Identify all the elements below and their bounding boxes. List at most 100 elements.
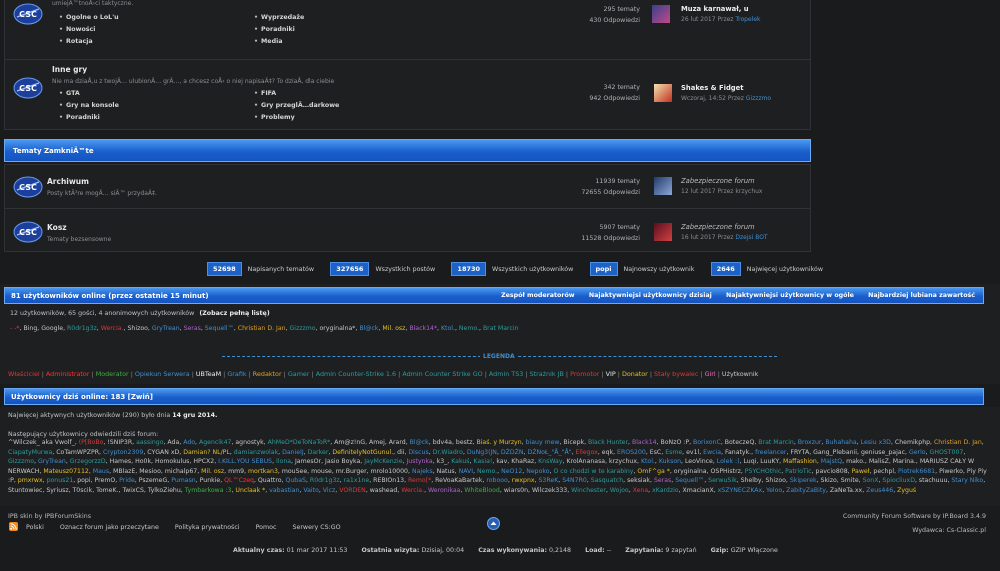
today-user-link[interactable]: stachuuu xyxy=(918,477,948,485)
subforum-link[interactable]: Poradniki xyxy=(254,26,295,33)
last-post-user[interactable]: Gizzzmo xyxy=(745,95,772,102)
today-user-link[interactable]: pmxrwx xyxy=(17,477,43,485)
last-poster-avatar[interactable] xyxy=(654,177,672,195)
online-user-link[interactable]: Nemo. xyxy=(458,325,479,332)
last-poster-avatar[interactable] xyxy=(654,84,672,102)
today-user-link[interactable]: PszemeG xyxy=(138,477,168,485)
today-user-link[interactable]: TomeK. xyxy=(96,486,119,494)
today-user-link[interactable]: Lesiu x3D xyxy=(860,439,891,446)
today-user-link[interactable]: Remo[* xyxy=(408,477,432,485)
today-user-link[interactable]: Najeks xyxy=(411,467,433,475)
full-list-link[interactable]: (Zobacz pełną listę) xyxy=(199,310,270,317)
forum-title[interactable]: Inne gry xyxy=(52,65,88,74)
online-user-link[interactable]: Bl@ck xyxy=(359,325,379,332)
today-user-link[interactable]: Dr.Wiadro xyxy=(432,448,463,456)
today-user-link[interactable]: Paweł xyxy=(851,467,870,475)
today-user-link[interactable]: Mateusz07112 xyxy=(43,467,89,475)
today-user-link[interactable]: BoNzO :P xyxy=(660,439,690,446)
today-user-link[interactable]: biauy mew xyxy=(525,439,560,446)
today-user-link[interactable]: T0scik xyxy=(72,486,93,494)
today-user-link[interactable]: Zyguś xyxy=(897,486,917,494)
today-user-link[interactable]: Quattro xyxy=(257,477,282,485)
today-user-link[interactable]: OmF^ga * xyxy=(637,467,670,475)
today-user-link[interactable]: Piotrek6681 xyxy=(898,467,936,475)
today-user-link[interactable]: damianzwolak xyxy=(233,448,279,456)
today-user-link[interactable]: CoTamWPZPR xyxy=(56,448,100,456)
today-user-link[interactable]: Hames xyxy=(109,458,132,466)
today-user-link[interactable]: Nepoko xyxy=(526,467,550,475)
today-user-link[interactable]: PremO xyxy=(94,477,116,485)
subforum-link[interactable]: Nowości xyxy=(59,26,95,33)
today-user-link[interactable]: Shelby xyxy=(740,477,762,485)
subforum-link[interactable]: Poradniki xyxy=(59,114,100,121)
today-user-link[interactable]: popi xyxy=(77,477,91,485)
today-user-link[interactable]: Wojoo xyxy=(609,486,629,494)
today-user-link[interactable]: I.KILL.YOU SEBUS xyxy=(218,458,273,466)
today-user-link[interactable]: Ada xyxy=(167,439,180,446)
today-user-link[interactable]: michalp67 xyxy=(164,467,198,475)
today-user-link[interactable]: Unclaak * xyxy=(235,486,266,494)
top-overall-link[interactable]: Najaktywniejsi użytkownicy w ogóle xyxy=(726,292,854,299)
today-user-link[interactable]: EsC xyxy=(649,448,662,456)
today-user-link[interactable]: Jasio Boyka xyxy=(325,458,361,466)
help-link[interactable]: Pomoc xyxy=(255,524,277,531)
last-post-user[interactable]: Dzejsi BOT xyxy=(735,234,768,241)
today-user-link[interactable]: GryTrean xyxy=(38,458,66,466)
today-user-link[interactable]: DuNg3(JN xyxy=(466,448,497,456)
online-user-link[interactable]: oryginalna* xyxy=(319,325,356,332)
today-user-link[interactable]: TylkoZiehu xyxy=(147,486,181,494)
subforum-link[interactable]: Gry na konsole xyxy=(59,102,119,109)
today-user-link[interactable]: (P[BoBo xyxy=(78,439,104,446)
software-credit[interactable]: Community Forum Software by IP.Board 3.4… xyxy=(842,513,986,520)
today-user-link[interactable]: VORDEN xyxy=(339,486,366,494)
today-user-link[interactable]: Punkie xyxy=(199,477,221,485)
today-user-link[interactable]: Homokulus xyxy=(154,458,190,466)
today-user-link[interactable]: Arard xyxy=(388,439,406,446)
subforum-link[interactable]: Problemy xyxy=(254,114,295,121)
today-title[interactable]: Użytkownicy dziś online: 183 [Zwiń] xyxy=(11,393,153,401)
today-user-link[interactable]: agnostyk xyxy=(235,439,264,446)
today-user-link[interactable]: EROS200 xyxy=(617,448,646,456)
today-user-link[interactable]: Am@z!nG xyxy=(334,439,366,446)
today-user-link[interactable]: JayMcKenzie xyxy=(364,458,403,466)
today-user-link[interactable]: QubaS xyxy=(285,477,306,485)
today-user-link[interactable]: GrzegorzzD xyxy=(69,458,106,466)
today-user-link[interactable]: Luqi xyxy=(743,458,757,466)
last-poster-avatar[interactable] xyxy=(654,223,672,241)
online-user-link[interactable]: Brat Marcin xyxy=(482,325,519,332)
today-user-link[interactable]: Piwerko xyxy=(939,467,963,475)
today-user-link[interactable]: mortkan3 xyxy=(248,467,278,475)
back-to-top-button[interactable] xyxy=(487,517,500,530)
today-user-link[interactable]: Syriusz xyxy=(46,486,69,494)
today-user-link[interactable]: ZabityZaBity xyxy=(786,486,826,494)
today-user-link[interactable]: Ado xyxy=(183,439,196,446)
today-user-link[interactable]: Sasquatch xyxy=(590,477,624,485)
today-user-link[interactable]: Piy Piy :P xyxy=(8,467,987,485)
today-user-link[interactable]: R0dr1g3z xyxy=(309,477,340,485)
online-user-link[interactable]: Black14* xyxy=(409,325,438,332)
today-user-link[interactable]: Esme xyxy=(665,448,683,456)
today-user-link[interactable]: Gizzzmo xyxy=(8,458,35,466)
online-user-link[interactable]: Mil. osz xyxy=(382,325,406,332)
today-user-link[interactable]: Ktol. xyxy=(640,458,655,466)
today-user-link[interactable]: GHOST007 xyxy=(929,448,964,456)
last-post-title[interactable]: Zabezpieczone forum xyxy=(681,223,755,231)
today-user-link[interactable]: DefinitelyNotGunul. xyxy=(332,448,394,456)
today-user-link[interactable]: ReVoaKaBartek xyxy=(435,477,483,485)
today-user-link[interactable]: eqk xyxy=(601,448,614,456)
today-user-link[interactable]: DanielJ xyxy=(282,448,304,456)
today-user-link[interactable]: FRYTA xyxy=(790,448,810,456)
today-user-link[interactable]: JamesOr xyxy=(294,458,322,466)
category-header[interactable]: Tematy ZamkniÄ™te xyxy=(4,139,811,162)
privacy-link[interactable]: Polityka prywatności xyxy=(174,524,240,531)
today-user-link[interactable]: Bl@ck xyxy=(409,439,429,446)
subforum-link[interactable]: Ogolne o LoL'u xyxy=(59,14,119,21)
today-user-link[interactable]: mr.Burger xyxy=(335,467,367,475)
today-user-link[interactable]: aassingo xyxy=(136,439,164,446)
today-user-link[interactable]: Chemikphp xyxy=(894,439,931,446)
today-user-link[interactable]: mouSee xyxy=(281,467,308,475)
today-user-link[interactable]: krzychux xyxy=(609,458,637,466)
top-today-link[interactable]: Najaktywniejsi użytkownicy dzisiaj xyxy=(588,292,712,299)
today-user-link[interactable]: PatrioTic xyxy=(785,467,812,475)
today-user-link[interactable]: CiapatyMurwa xyxy=(8,448,53,456)
